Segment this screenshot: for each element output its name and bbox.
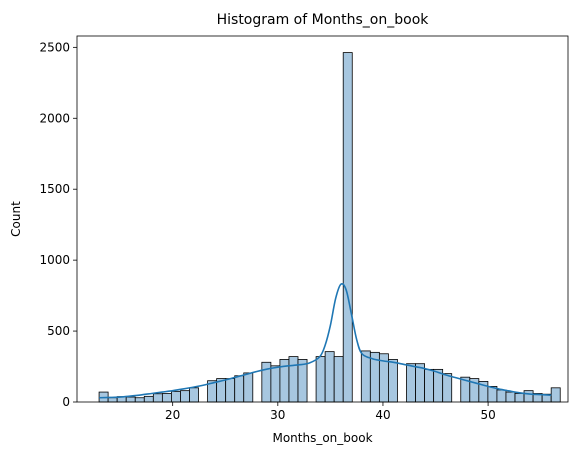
histogram-bar [134, 397, 145, 403]
histogram-bar [288, 356, 299, 403]
histogram-bar [388, 359, 398, 403]
y-axis-ticks: 0 500 1000 1500 2000 2500 [39, 40, 77, 409]
x-tick-label: 30 [270, 408, 285, 422]
chart-title: Histogram of Months_on_book [217, 12, 430, 28]
histogram-bar [496, 389, 507, 403]
kde-curve-group [99, 283, 552, 399]
x-axis-ticks: 20 30 40 50 [165, 402, 496, 422]
histogram-bar [125, 396, 136, 403]
histogram-bar [270, 365, 281, 403]
histogram-bar [107, 397, 118, 403]
histogram-bar [505, 391, 516, 403]
histogram-bar [360, 350, 371, 403]
histogram-bar [333, 356, 344, 403]
histogram-bar [171, 390, 181, 403]
x-tick-label: 20 [165, 408, 180, 422]
y-tick-label: 2000 [39, 111, 70, 125]
y-tick-label: 1000 [39, 253, 70, 267]
histogram-bar [243, 372, 254, 403]
histogram-bar [514, 393, 525, 403]
histogram-bar [550, 387, 561, 403]
histogram-bar [442, 373, 453, 403]
histogram-bar [152, 393, 163, 403]
histogram-bar [315, 356, 326, 403]
histogram-bar [342, 52, 353, 403]
histogram-bar [424, 368, 435, 403]
y-axis-label: Count [9, 201, 23, 237]
plot-frame [76, 35, 569, 403]
histogram-bar [415, 363, 425, 403]
histogram-bar [523, 390, 534, 403]
histogram-bar [143, 395, 154, 403]
histogram-bar [297, 359, 308, 403]
y-tick-label: 2500 [39, 40, 70, 54]
x-axis-label: Months_on_book [272, 431, 372, 445]
x-tick-label: 50 [480, 408, 495, 422]
histogram-bar [189, 387, 199, 403]
kde-line [99, 283, 552, 399]
histogram-bar [324, 351, 335, 403]
y-tick-label: 1500 [39, 182, 70, 196]
y-tick-label: 0 [62, 395, 70, 409]
histogram-bar [406, 363, 416, 403]
histogram-bar [234, 375, 245, 403]
y-tick-label: 500 [47, 324, 70, 338]
histogram-bar [180, 390, 190, 403]
x-tick-label: 40 [375, 408, 390, 422]
histogram-bar [225, 378, 236, 403]
histogram-bar [161, 393, 172, 403]
histogram-bars [98, 52, 561, 403]
